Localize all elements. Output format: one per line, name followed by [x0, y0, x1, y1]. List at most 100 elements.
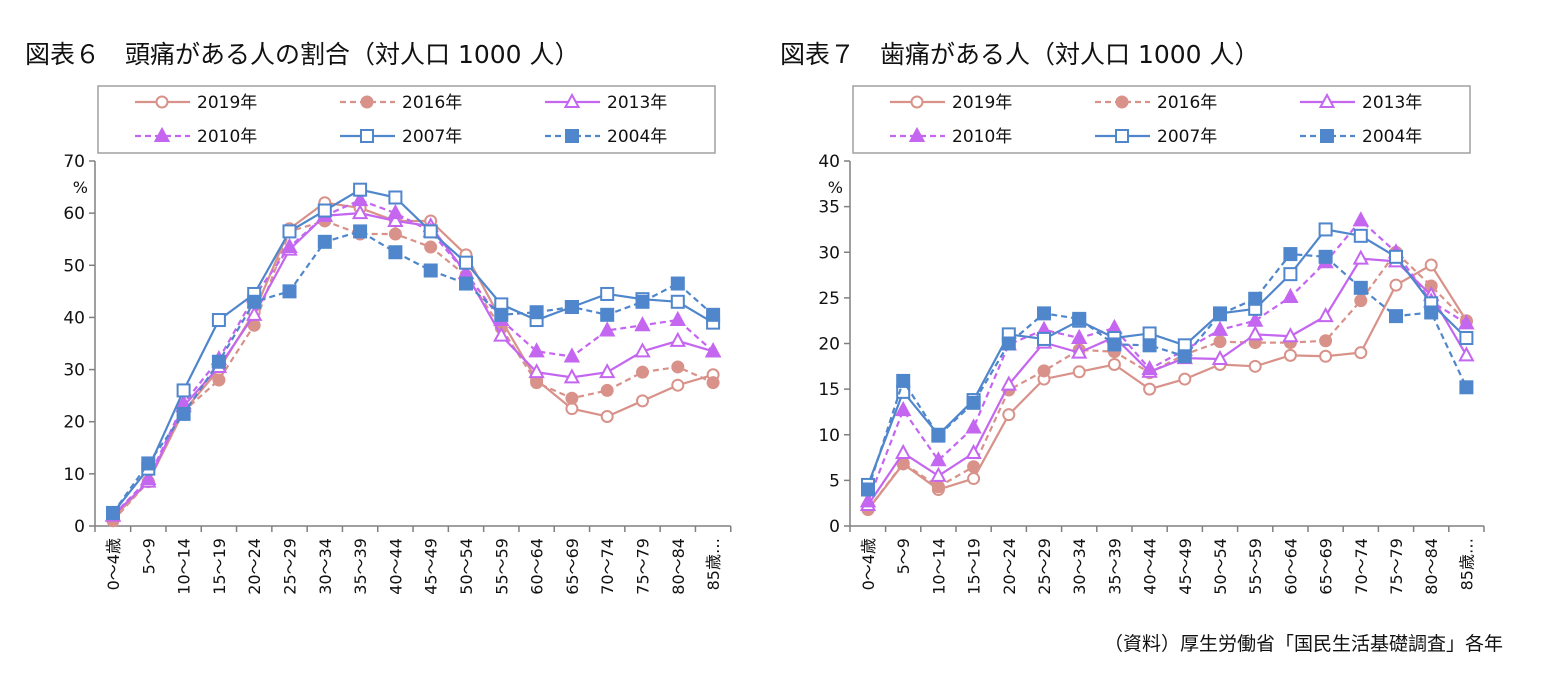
legend-label: 2010年	[197, 127, 257, 147]
data-point	[212, 373, 226, 387]
series-line	[112, 198, 714, 517]
data-point	[563, 368, 581, 384]
data-point	[246, 305, 263, 321]
data-point	[176, 383, 191, 398]
x-tick-label: 10～14	[929, 538, 948, 595]
legend-item: 2019年	[890, 93, 1012, 113]
data-point	[459, 276, 473, 291]
data-point	[1000, 375, 1017, 391]
series-line	[112, 188, 714, 514]
data-point	[423, 224, 438, 239]
data-point	[965, 443, 982, 459]
data-point	[967, 460, 981, 474]
legend-item: 2013年	[545, 92, 667, 113]
data-point	[895, 401, 912, 417]
x-tick-label: 20～24	[245, 538, 264, 595]
data-point	[706, 376, 720, 390]
data-point	[1319, 349, 1333, 363]
data-point	[1389, 278, 1403, 292]
legend-marker-circle-open-icon	[910, 95, 924, 109]
chart-1: 図表６ 頭痛がある人の割合（対人口 1000 人） 2019年 2016年 2013年…	[25, 40, 732, 595]
data-point	[895, 443, 912, 459]
data-point	[563, 347, 581, 363]
series-line	[867, 263, 1468, 511]
data-point	[1458, 314, 1475, 330]
y-tick-label: 40	[63, 308, 85, 328]
data-point	[967, 472, 981, 486]
x-tick-label: 45～49	[1176, 538, 1195, 595]
legend-label: 2019年	[197, 93, 257, 113]
data-point	[1072, 311, 1087, 326]
x-tick-label: 80～84	[669, 538, 688, 595]
legend-label: 2007年	[402, 127, 462, 147]
data-point	[1389, 309, 1403, 324]
legend: 2019年 2016年 2013年 2010年 2007年 2004年	[852, 85, 1471, 154]
data-point	[565, 391, 579, 405]
data-point	[1352, 211, 1369, 227]
data-point	[1318, 249, 1333, 264]
y-tick-label: 40	[818, 152, 840, 172]
legend-marker-circle-open-icon	[155, 95, 169, 109]
x-tick-label: 30～34	[1070, 538, 1089, 595]
legend: 2019年 2016年 2013年 2010年 2007年 2004年	[97, 85, 716, 154]
x-tick-label: 65～69	[563, 538, 582, 595]
data-point	[1071, 328, 1088, 345]
series-2004年	[106, 224, 721, 520]
chart-2: 図表７ 歯痛がある人（対人口 1000 人）2019年 2016年 2013年201…	[780, 40, 1485, 595]
data-point	[600, 286, 615, 301]
data-point	[1459, 331, 1474, 346]
x-tick-label: 35～39	[1105, 538, 1124, 595]
x-tick-label: 5～9	[894, 538, 913, 574]
series-line	[866, 228, 1468, 486]
data-point	[493, 326, 510, 342]
legend-label: 2016年	[402, 93, 462, 113]
data-point	[930, 466, 947, 482]
data-point	[965, 418, 982, 434]
data-point	[1247, 325, 1264, 341]
data-point	[1037, 306, 1051, 321]
data-point	[1317, 307, 1334, 323]
data-point	[634, 316, 651, 332]
legend-item: 2004年	[545, 127, 667, 147]
y-unit-label: %	[828, 178, 843, 197]
legend-marker-square-filled-icon	[565, 129, 579, 143]
x-tick-label: 55～59	[1246, 538, 1265, 595]
x-tick-label: 0～4歳	[859, 538, 878, 590]
legend-marker-circle-filled-icon	[360, 95, 374, 109]
data-point	[1354, 346, 1368, 360]
legend-marker-triangle-filled-icon	[153, 126, 171, 142]
data-point	[1142, 326, 1157, 341]
data-point	[529, 305, 544, 320]
data-point	[1141, 359, 1158, 376]
series-line	[112, 219, 714, 522]
source-note: （資料）厚生労働省「国民生活基礎調査」各年	[1104, 633, 1503, 655]
data-point	[1211, 320, 1229, 336]
data-point	[859, 492, 877, 508]
data-point	[671, 360, 685, 374]
series-line	[112, 230, 714, 514]
x-tick-label: 40～44	[1141, 538, 1160, 595]
y-tick-label: 15	[818, 380, 840, 400]
series-2013年	[859, 249, 1475, 512]
data-point	[211, 354, 226, 369]
series-line	[112, 201, 714, 519]
x-tick-label: 55～59	[492, 538, 511, 595]
data-point	[530, 376, 544, 390]
y-unit-label: %	[73, 178, 88, 197]
data-point	[565, 402, 579, 416]
data-point	[600, 410, 614, 423]
data-point	[423, 263, 438, 278]
data-point	[281, 237, 298, 254]
data-point	[317, 203, 332, 218]
data-point	[931, 428, 946, 443]
data-point	[351, 191, 369, 207]
series-line	[867, 250, 1468, 511]
y-tick-label: 5	[829, 471, 840, 491]
legend-marker-square-open-icon	[1115, 129, 1129, 143]
legend-item: 2007年	[1095, 127, 1217, 147]
data-point	[1459, 380, 1474, 395]
legend-label: 2016年	[1157, 93, 1217, 113]
x-tick-label: 10～14	[175, 538, 194, 595]
data-point	[1178, 372, 1192, 386]
legend-box	[852, 85, 1471, 154]
